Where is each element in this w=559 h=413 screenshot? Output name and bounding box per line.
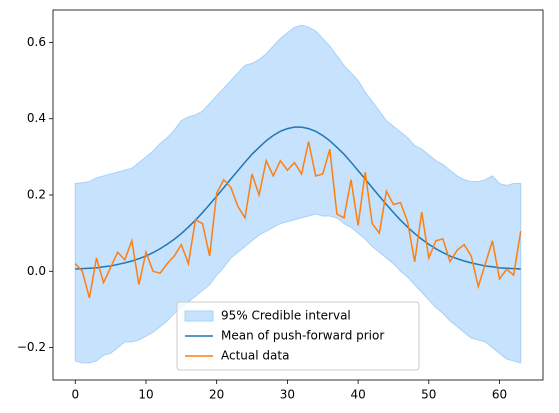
y-tick-label: 0.2 xyxy=(27,188,46,202)
x-tick-label: 20 xyxy=(209,388,224,402)
y-tick-label: 0.4 xyxy=(27,111,46,125)
legend-box xyxy=(176,301,420,371)
legend-label: Actual data xyxy=(221,349,289,363)
x-tick-label: 0 xyxy=(71,388,79,402)
y-tick-label: 0.6 xyxy=(27,35,46,49)
y-tick-label: 0.0 xyxy=(27,264,46,278)
data-line xyxy=(74,141,522,299)
x-tick-label: 60 xyxy=(492,388,507,402)
data-line xyxy=(75,126,521,270)
legend: 95% Credible interval Mean of push-forwar… xyxy=(176,301,420,371)
credible-band xyxy=(74,24,522,364)
legend-label: Mean of push-forward prior xyxy=(221,329,384,343)
x-tick-label: 30 xyxy=(280,388,295,402)
x-tick-label: 40 xyxy=(350,388,365,402)
legend-swatch xyxy=(184,310,214,322)
legend-label: 95% Credible interval xyxy=(221,309,351,323)
x-tick-label: 50 xyxy=(421,388,436,402)
x-tick-label: 10 xyxy=(138,388,153,402)
y-tick-label: −0.2 xyxy=(17,340,46,354)
